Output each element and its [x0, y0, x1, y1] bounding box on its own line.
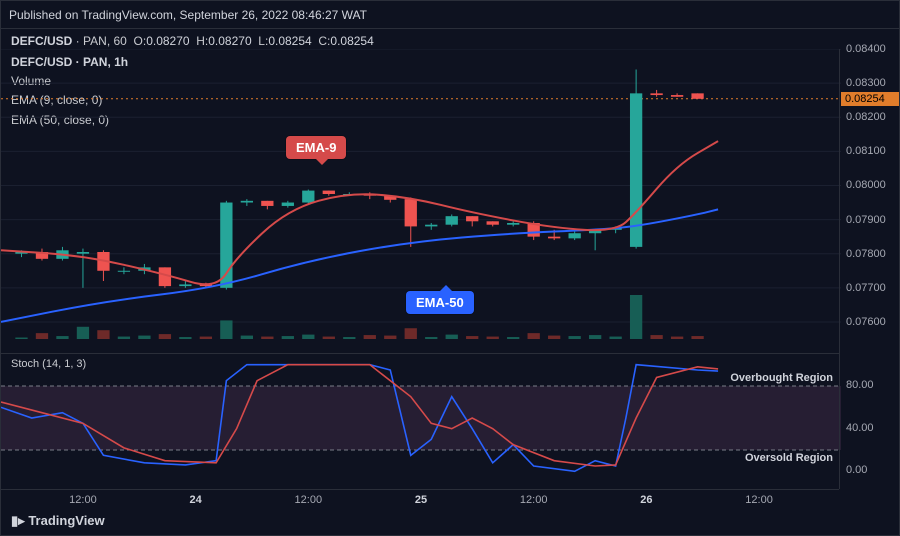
- overbought-label: Overbought Region: [730, 372, 833, 384]
- y-tick: 0.00: [846, 464, 867, 476]
- x-tick: 24: [190, 494, 202, 506]
- y-axis: 0.07600 0.07700 0.07800 0.07900 0.08000 0.081…: [839, 49, 899, 489]
- price-pane[interactable]: 0.08254 EMA-9 EMA-50: [1, 49, 839, 339]
- logo-icon: ▮▸: [11, 513, 25, 528]
- publish-bar: Published on TradingView.com, September …: [1, 1, 899, 29]
- y-tick: 0.08200: [846, 111, 886, 123]
- ohlc-line: DEFC/USD · PAN, 60 O:0.08270 H:0.08270 L…: [11, 34, 374, 48]
- y-tick: 0.07900: [846, 214, 886, 226]
- x-tick: 12:00: [745, 494, 773, 506]
- y-tick: 0.08100: [846, 145, 886, 157]
- stoch-legend: Stoch (14, 1, 3): [11, 358, 86, 370]
- x-tick: 25: [415, 494, 427, 506]
- x-tick: 12:00: [69, 494, 97, 506]
- oversold-label: Oversold Region: [745, 452, 833, 464]
- tradingview-logo: ▮▸ TradingView: [11, 513, 105, 529]
- y-tick: 80.00: [846, 379, 874, 391]
- x-tick: 12:00: [295, 494, 323, 506]
- y-tick: 0.07600: [846, 316, 886, 328]
- stoch-pane[interactable]: Stoch (14, 1, 3) Overbought Region Overs…: [1, 353, 839, 481]
- y-tick: 0.08300: [846, 77, 886, 89]
- y-tick: 0.07800: [846, 248, 886, 260]
- x-tick: 26: [640, 494, 652, 506]
- y-tick: 0.07700: [846, 282, 886, 294]
- y-tick: 0.08400: [846, 43, 886, 55]
- x-tick: 12:00: [520, 494, 548, 506]
- x-axis: 12:00 24 12:00 25 12:00 26 12:00: [1, 489, 839, 511]
- y-tick: 40.00: [846, 422, 874, 434]
- publish-text: Published on TradingView.com, September …: [9, 8, 367, 22]
- callout-ema9: EMA-9: [286, 136, 346, 159]
- callout-ema50: EMA-50: [406, 291, 474, 314]
- y-tick: 0.08000: [846, 179, 886, 191]
